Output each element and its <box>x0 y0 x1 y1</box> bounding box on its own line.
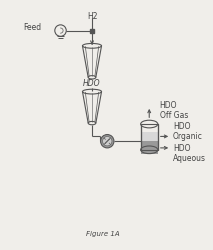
Text: HDO: HDO <box>83 80 101 88</box>
Text: H2: H2 <box>87 12 97 22</box>
Circle shape <box>103 136 112 146</box>
Bar <box>141 124 158 150</box>
Text: HDO
Off Gas: HDO Off Gas <box>160 101 188 120</box>
Text: HDO
Organic: HDO Organic <box>173 122 203 141</box>
Ellipse shape <box>141 120 158 128</box>
Circle shape <box>101 134 114 148</box>
Text: Figure 1A: Figure 1A <box>86 230 119 236</box>
Bar <box>141 124 158 150</box>
Text: HDO
Aqueous: HDO Aqueous <box>173 144 206 163</box>
Ellipse shape <box>141 146 158 154</box>
Bar <box>141 132 158 141</box>
Bar <box>141 141 158 154</box>
Text: Feed: Feed <box>23 23 42 32</box>
